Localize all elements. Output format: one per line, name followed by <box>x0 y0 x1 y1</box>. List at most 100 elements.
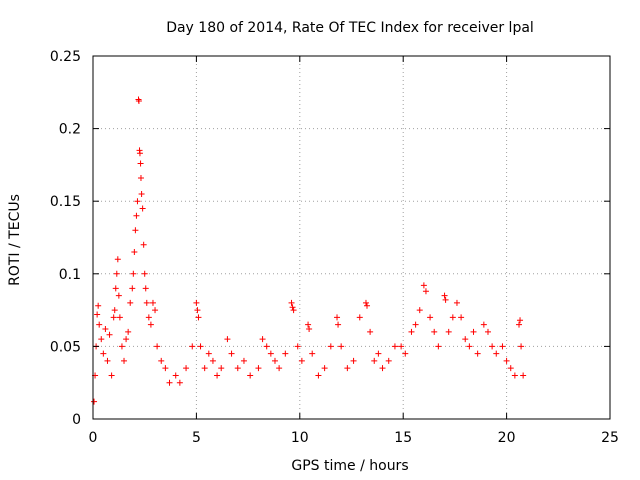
data-point <box>143 299 150 306</box>
axis-ticks: 0 5 10 15 20 25 0 0.05 0.1 0.15 0.2 0.25 <box>50 49 619 446</box>
data-point <box>344 365 351 372</box>
x-tick-label: 25 <box>601 430 619 446</box>
data-point <box>379 365 386 372</box>
data-point <box>288 299 295 306</box>
data-point <box>166 379 173 386</box>
chart-title: Day 180 of 2014, Rate Of TEC Index for r… <box>166 20 534 36</box>
data-point <box>137 174 144 181</box>
data-point <box>327 343 334 350</box>
data-point <box>183 365 190 372</box>
data-point <box>507 365 514 372</box>
y-tick-label: 0.2 <box>59 122 81 138</box>
data-point <box>517 317 524 324</box>
x-tick-label: 0 <box>89 430 98 446</box>
data-point <box>267 350 274 357</box>
data-point <box>121 357 128 364</box>
data-point <box>149 299 156 306</box>
x-tick-label: 20 <box>498 430 516 446</box>
data-point <box>115 292 122 299</box>
data-point <box>100 350 107 357</box>
data-point <box>321 365 328 372</box>
data-point <box>416 307 423 314</box>
data-point <box>209 357 216 364</box>
data-point <box>493 350 500 357</box>
data-point <box>140 241 147 248</box>
data-point <box>362 299 369 306</box>
data-point <box>133 212 140 219</box>
data-point <box>147 321 154 328</box>
data-point <box>255 365 262 372</box>
data-point <box>131 249 138 256</box>
data-point <box>364 302 371 309</box>
data-point <box>442 296 449 303</box>
data-point <box>398 343 405 350</box>
data-point <box>197 343 204 350</box>
data-point <box>125 328 132 335</box>
data-point <box>445 328 452 335</box>
data-point <box>123 336 130 343</box>
data-point <box>102 325 109 332</box>
y-tick-label: 0.15 <box>50 194 81 210</box>
data-point <box>470 328 477 335</box>
data-point <box>141 270 148 277</box>
data-point <box>335 321 342 328</box>
data-point <box>290 307 297 314</box>
data-point <box>189 343 196 350</box>
data-point <box>205 350 212 357</box>
data-point <box>224 336 231 343</box>
data-point <box>315 372 322 379</box>
data-point <box>338 343 345 350</box>
data-point <box>98 336 105 343</box>
data-point <box>480 321 487 328</box>
data-point <box>138 190 145 197</box>
data-point <box>422 288 429 295</box>
data-point <box>158 357 165 364</box>
data-point <box>489 343 496 350</box>
y-tick-label: 0 <box>72 412 81 428</box>
data-point <box>431 328 438 335</box>
data-point <box>263 343 270 350</box>
data-point <box>114 256 121 263</box>
data-point <box>142 285 149 292</box>
data-point <box>441 292 448 299</box>
data-point <box>118 343 125 350</box>
data-point <box>194 307 201 314</box>
data-point <box>110 314 117 321</box>
data-point <box>427 314 434 321</box>
data-point <box>271 357 278 364</box>
x-tick-label: 15 <box>394 430 412 446</box>
data-point <box>247 372 254 379</box>
data-point <box>520 372 527 379</box>
data-point <box>412 321 419 328</box>
data-point <box>449 314 456 321</box>
data-point <box>134 198 141 205</box>
data-point <box>474 350 481 357</box>
data-point <box>145 314 152 321</box>
y-tick-label: 0.25 <box>50 49 81 65</box>
data-point <box>298 357 305 364</box>
data-point <box>350 357 357 364</box>
data-point <box>462 336 469 343</box>
plot-frame <box>92 55 611 420</box>
x-tick-label: 10 <box>291 430 309 446</box>
data-point <box>152 307 159 314</box>
data-point <box>453 299 460 306</box>
data-point <box>195 314 202 321</box>
data-point <box>499 343 506 350</box>
data-point <box>135 98 142 105</box>
data-point <box>484 328 491 335</box>
data-point <box>201 365 208 372</box>
data-point <box>108 372 115 379</box>
data-point <box>503 357 510 364</box>
data-point <box>385 357 392 364</box>
data-point <box>113 270 120 277</box>
data-point <box>420 282 427 289</box>
data-point <box>116 314 123 321</box>
y-tick-label: 0.1 <box>59 267 81 283</box>
data-point <box>139 205 146 212</box>
data-point <box>240 357 247 364</box>
data-point <box>391 343 398 350</box>
data-point <box>193 299 200 306</box>
